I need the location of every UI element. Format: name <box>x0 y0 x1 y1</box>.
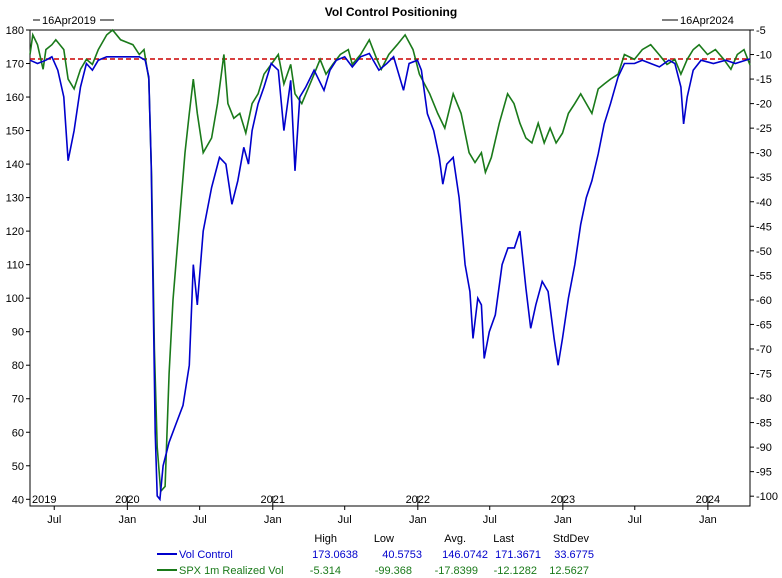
stats-table: High Low Avg. Last StdDev Vol Control 17… <box>157 533 594 577</box>
stats-header-stddev: StdDev <box>553 533 590 545</box>
stat-vol-control-avg: 146.0742 <box>442 549 488 561</box>
left-axis-tick-label: 120 <box>6 226 24 238</box>
stat-spx-realized-vol-avg: -17.8399 <box>435 565 478 577</box>
right-axis-tick-label: -90 <box>756 442 772 454</box>
svg-text:16Apr2024: 16Apr2024 <box>680 15 734 27</box>
right-axis-tick-label: -80 <box>756 393 772 405</box>
right-axis-tick-label: -30 <box>756 148 772 160</box>
month-tick-label: Jul <box>193 514 207 526</box>
stats-header-last: Last <box>493 533 514 545</box>
right-axis-tick-label: -5 <box>756 25 766 37</box>
left-axis-tick-label: 40 <box>12 494 24 506</box>
month-tick-label: Jul <box>483 514 497 526</box>
right-axis-tick-label: -25 <box>756 123 772 135</box>
right-axis-tick-label: -85 <box>756 418 772 430</box>
svg-text:16Apr2019: 16Apr2019 <box>42 15 96 27</box>
left-axis-tick-label: 90 <box>12 327 24 339</box>
month-tick-label: Jan <box>554 514 572 526</box>
left-axis-tick-label: 130 <box>6 193 24 205</box>
end-date-label: 16Apr2024 <box>662 15 734 27</box>
year-label: 2024 <box>696 494 720 506</box>
month-tick-label: Jul <box>338 514 352 526</box>
right-axis-tick-label: -50 <box>756 246 772 258</box>
left-axis-tick-label: 70 <box>12 394 24 406</box>
left-axis-tick-label: 60 <box>12 427 24 439</box>
month-tick-label: Jan <box>699 514 717 526</box>
left-axis-tick-label: 80 <box>12 360 24 372</box>
plot-frame <box>29 29 751 507</box>
month-tick-label: Jan <box>118 514 136 526</box>
month-tick-label: Jan <box>264 514 282 526</box>
year-label: 2019 <box>32 494 56 506</box>
series-line-spx-realized-vol <box>29 28 751 494</box>
stats-header-avg: Avg. <box>444 533 466 545</box>
right-axis-tick-label: -35 <box>756 172 772 184</box>
year-label: 2020 <box>115 494 139 506</box>
legend-label-vol-control: Vol Control <box>179 549 233 561</box>
chart-title: Vol Control Positioning <box>325 5 457 19</box>
right-axis-tick-label: -75 <box>756 369 772 381</box>
right-axis-tick-label: -70 <box>756 344 772 356</box>
x-axis: 2019 2020 2021 2022 2023 2024 Jul Jan Jul Jan Jul J… <box>32 494 720 526</box>
year-label: 2022 <box>406 494 430 506</box>
right-axis-tick-label: -55 <box>756 270 772 282</box>
start-date-label: 16Apr2019 <box>33 15 114 27</box>
right-axis-tick-label: -10 <box>756 50 772 62</box>
left-axis-tick-label: 100 <box>6 293 24 305</box>
left-axis-tick-label: 160 <box>6 92 24 104</box>
stat-spx-realized-vol-last: -12.1282 <box>494 565 537 577</box>
left-axis-tick-label: 140 <box>6 159 24 171</box>
month-tick-label: Jan <box>409 514 427 526</box>
stat-spx-realized-vol-low: -99.368 <box>375 565 412 577</box>
right-axis-tick-label: -100 <box>756 491 778 503</box>
stat-vol-control-high: 173.0638 <box>312 549 358 561</box>
left-axis-tick-label: 150 <box>6 126 24 138</box>
stat-vol-control-stddev: 33.6775 <box>554 549 594 561</box>
right-axis-tick-label: -15 <box>756 74 772 86</box>
stat-spx-realized-vol-stddev: 12.5627 <box>549 565 589 577</box>
right-axis-tick-label: -95 <box>756 467 772 479</box>
stat-vol-control-low: 40.5753 <box>382 549 422 561</box>
right-axis-tick-label: -40 <box>756 197 772 209</box>
stats-header-low: Low <box>374 533 394 545</box>
series-line-vol-control <box>29 52 751 502</box>
right-axis-tick-label: -20 <box>756 99 772 111</box>
right-axis-tick-label: -45 <box>756 221 772 233</box>
left-axis-tick-label: 110 <box>6 260 24 272</box>
left-axis-tick-label: 180 <box>6 25 24 37</box>
left-axis-tick-label: 50 <box>12 461 24 473</box>
year-label: 2023 <box>551 494 575 506</box>
year-label: 2021 <box>261 494 285 506</box>
month-tick-label: Jul <box>47 514 61 526</box>
month-tick-label: Jul <box>628 514 642 526</box>
stats-header-high: High <box>314 533 337 545</box>
legend-label-spx-realized-vol: SPX 1m Realized Vol <box>179 565 284 577</box>
left-axis: 180 170 160 150 140 130 120 110 100 90 80 70 60 50 40 <box>6 25 30 506</box>
stat-vol-control-last: 171.3671 <box>495 549 541 561</box>
left-axis-tick-label: 170 <box>6 59 24 71</box>
stat-spx-realized-vol-high: -5.314 <box>310 565 341 577</box>
right-axis: -5 -10 -15 -20 -25 -30 -35 -40 -45 -50 -55 -60 -65 -7… <box>750 25 778 503</box>
right-axis-tick-label: -65 <box>756 319 772 331</box>
right-axis-tick-label: -60 <box>756 295 772 307</box>
